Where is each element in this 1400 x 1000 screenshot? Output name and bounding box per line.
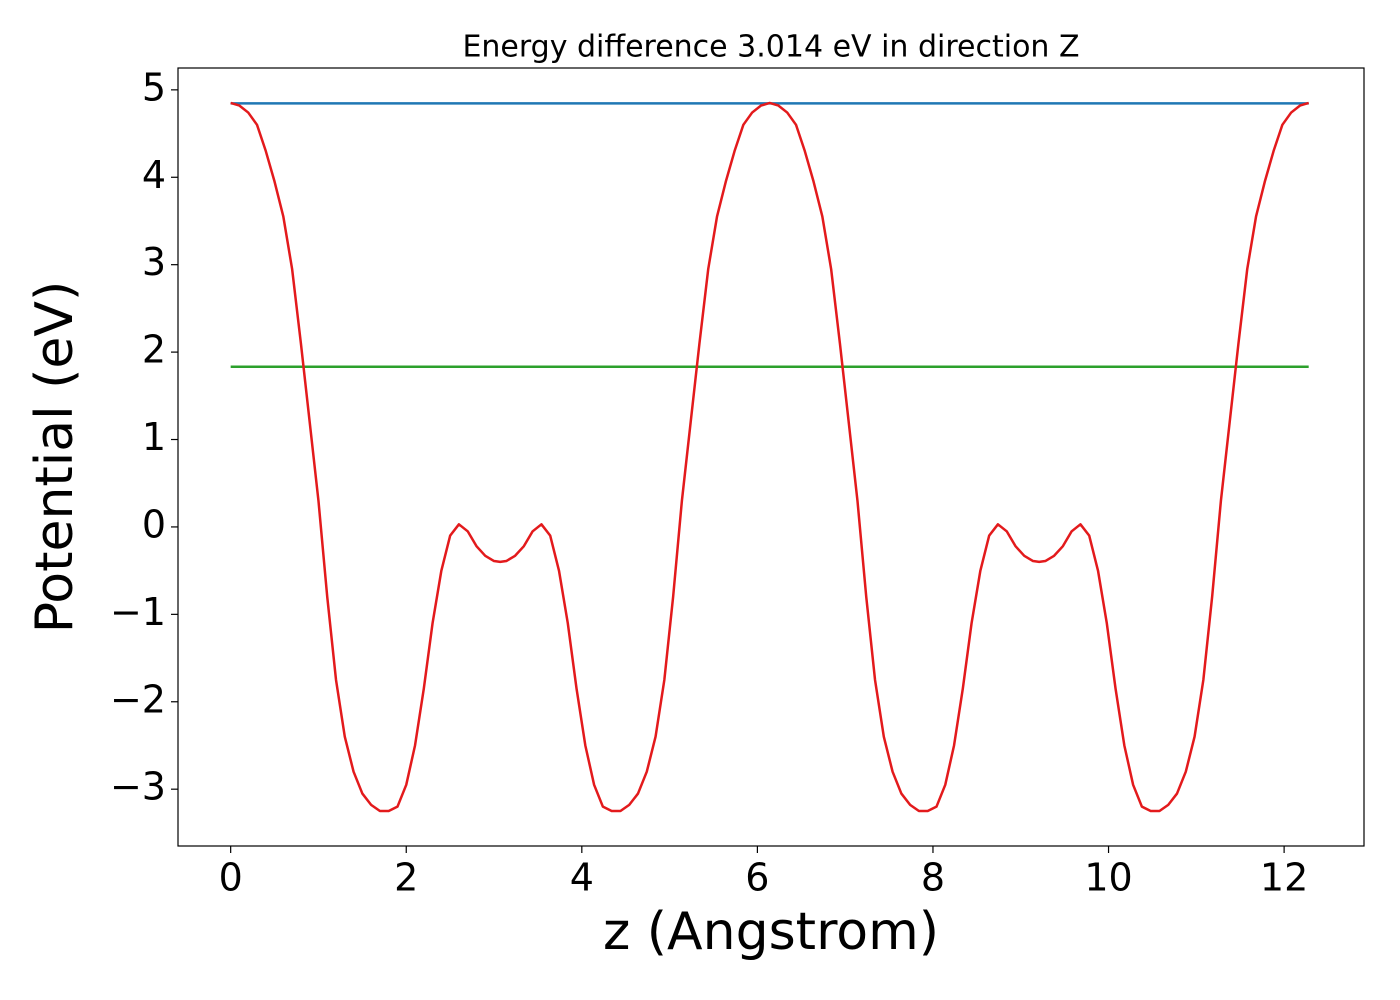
x-tick-label: 6: [745, 856, 769, 900]
y-tick-label: 4: [142, 153, 166, 197]
x-tick-label: 8: [921, 856, 945, 900]
y-tick-label: −2: [110, 677, 166, 721]
x-tick-label: 0: [219, 856, 243, 900]
x-tick-label: 10: [1084, 856, 1132, 900]
x-tick-label: 4: [570, 856, 594, 900]
y-axis-label: Potential (eV): [25, 281, 85, 633]
y-tick-label: −3: [110, 765, 166, 809]
y-tick-label: 3: [142, 240, 166, 284]
data-line: [230, 101, 1310, 813]
x-axis-label: z (Angstrom): [603, 902, 939, 962]
x-tick-label: 12: [1260, 856, 1308, 900]
y-tick-label: 1: [142, 415, 166, 459]
plot-area: [230, 101, 1310, 813]
y-tick-label: 2: [142, 328, 166, 372]
y-tick-label: 0: [142, 502, 166, 546]
x-tick-label: 2: [394, 856, 418, 900]
plot-frame: [177, 67, 1365, 847]
chart-title: Energy difference 3.014 eV in direction …: [462, 30, 1079, 65]
y-tick-label: 5: [142, 65, 166, 109]
y-tick-label: −1: [110, 590, 166, 634]
